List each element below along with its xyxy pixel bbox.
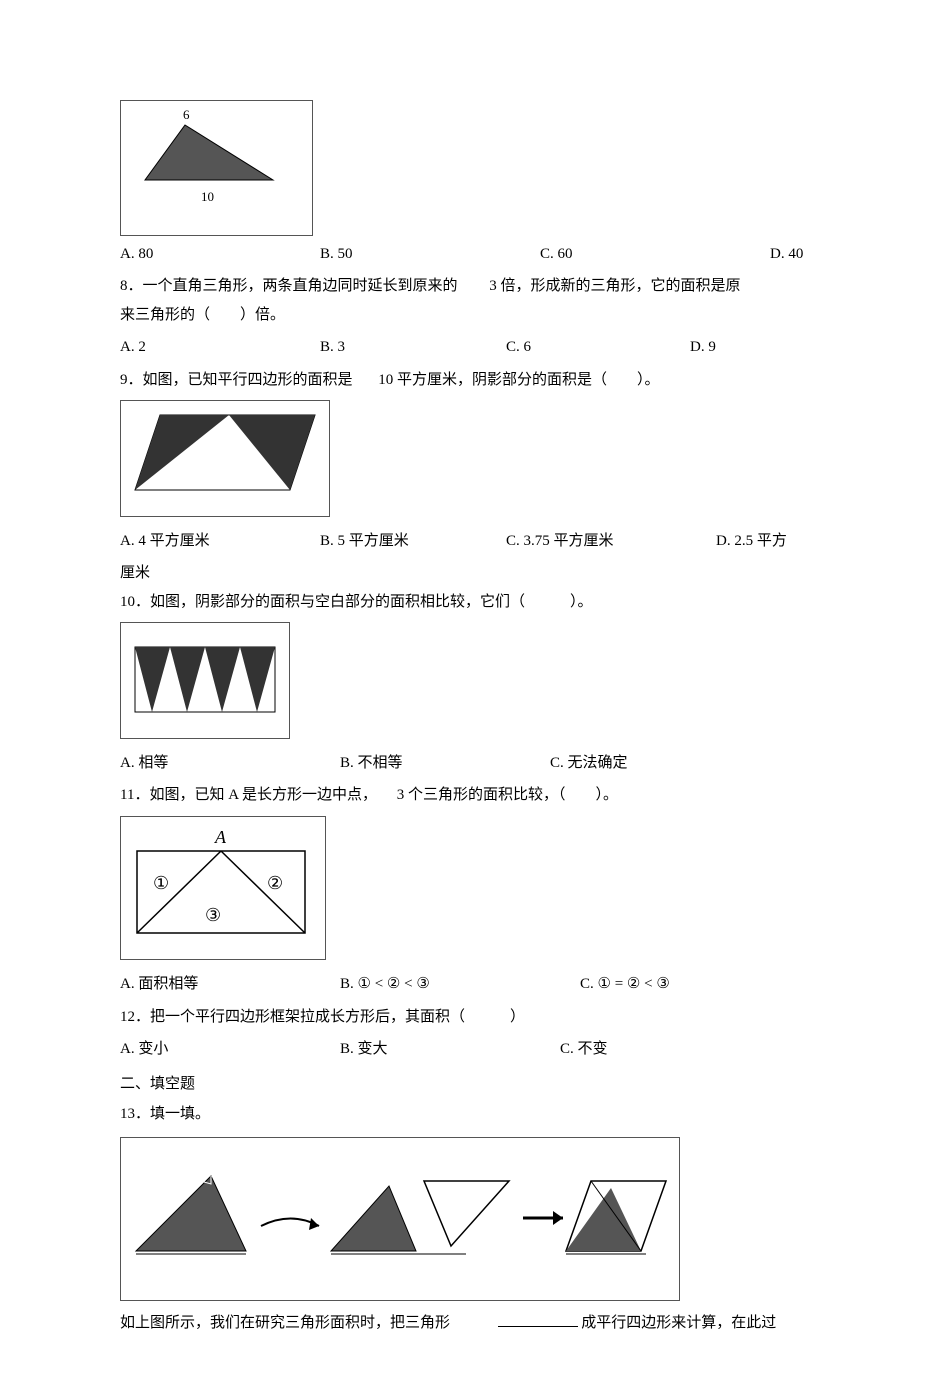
q10-opt-a[interactable]: A. 相等 bbox=[120, 749, 340, 778]
q8-opt-b[interactable]: B. 3 bbox=[320, 333, 506, 362]
q11-label-1: ① bbox=[153, 873, 169, 893]
q9-text: 9．如图，已知平行四边形的面积是 10 平方厘米，阴影部分的面积是（ ）。 bbox=[120, 366, 830, 395]
q8-text: 8．一个直角三角形，两条直角边同时延长到原来的 3 倍，形成新的三角形，它的面积… bbox=[120, 272, 830, 301]
q13-caption-pre: 如上图所示，我们在研究三角形面积时，把三角形 bbox=[120, 1315, 450, 1331]
q8-line2: 来三角形的（ ）倍。 bbox=[120, 301, 830, 330]
q7-triangle bbox=[145, 125, 273, 180]
q7-figure: 6 10 bbox=[120, 100, 313, 236]
q10-options: A. 相等 B. 不相等 C. 无法确定 bbox=[120, 749, 830, 778]
q8-options: A. 2 B. 3 C. 6 D. 9 bbox=[120, 333, 830, 362]
q8-opt-c[interactable]: C. 6 bbox=[506, 333, 690, 362]
q13-figure bbox=[120, 1137, 680, 1302]
q7-opt-d[interactable]: D. 40 bbox=[770, 240, 803, 269]
q10-tri-3 bbox=[205, 647, 240, 712]
q11-opt-a[interactable]: A. 面积相等 bbox=[120, 970, 340, 999]
q10-tri-1 bbox=[135, 647, 170, 712]
q12-opt-c[interactable]: C. 不变 bbox=[560, 1035, 608, 1064]
q10-svg bbox=[125, 627, 285, 723]
q7-opt-b[interactable]: B. 50 bbox=[320, 240, 540, 269]
q8-line1a: 8．一个直角三角形，两条直角边同时延长到原来的 bbox=[120, 278, 458, 294]
q11-svg: A ① ② ③ bbox=[125, 821, 321, 945]
q13-arrow-2-head bbox=[553, 1211, 563, 1225]
q9-options: A. 4 平方厘米 B. 5 平方厘米 C. 3.75 平方厘米 D. 2.5 … bbox=[120, 527, 830, 556]
section-2-title: 二、填空题 bbox=[120, 1070, 830, 1099]
q9-opt-d[interactable]: D. 2.5 平方 bbox=[716, 527, 787, 556]
q9-opt-b[interactable]: B. 5 平方厘米 bbox=[320, 527, 506, 556]
q11-label-2: ② bbox=[267, 873, 283, 893]
q9-text-a: 9．如图，已知平行四边形的面积是 bbox=[120, 372, 353, 388]
q13-blank[interactable] bbox=[498, 1313, 578, 1327]
q12-text: 12．把一个平行四边形框架拉成长方形后，其面积（ ） bbox=[120, 1003, 830, 1032]
q12-opt-b[interactable]: B. 变大 bbox=[340, 1035, 560, 1064]
q13-tri-1 bbox=[136, 1176, 246, 1251]
q13-tri-2b bbox=[424, 1181, 509, 1246]
q9-opt-c[interactable]: C. 3.75 平方厘米 bbox=[506, 527, 716, 556]
q7-svg: 6 10 bbox=[125, 105, 308, 220]
q13-caption-post: 成平行四边形来计算，在此过 bbox=[581, 1315, 776, 1331]
q10-opt-b[interactable]: B. 不相等 bbox=[340, 749, 550, 778]
q11-opt-c[interactable]: C. ① = ② < ③ bbox=[580, 970, 670, 999]
q11-diag-2 bbox=[221, 851, 305, 933]
q9-text-b: 10 平方厘米，阴影部分的面积是（ ）。 bbox=[378, 372, 659, 388]
q13-arrow-1-head bbox=[309, 1218, 319, 1230]
q7-bottom-label: 10 bbox=[201, 189, 214, 204]
q8-opt-d[interactable]: D. 9 bbox=[690, 333, 716, 362]
q8-opt-a[interactable]: A. 2 bbox=[120, 333, 320, 362]
q11-figure: A ① ② ③ bbox=[120, 816, 326, 961]
q11-label-3: ③ bbox=[205, 905, 221, 925]
q9-opt-a[interactable]: A. 4 平方厘米 bbox=[120, 527, 320, 556]
q7-options: A. 80 B. 50 C. 60 D. 40 bbox=[120, 240, 830, 269]
q9-shade-2 bbox=[229, 415, 315, 490]
q12-options: A. 变小 B. 变大 C. 不变 bbox=[120, 1035, 830, 1064]
q10-tri-4 bbox=[240, 647, 275, 712]
q10-text: 10．如图，阴影部分的面积与空白部分的面积相比较，它们（ ）。 bbox=[120, 588, 830, 617]
q8-line1b: 3 倍，形成新的三角形，它的面积是原 bbox=[489, 278, 740, 294]
q11-text: 11．如图，已知 A 是长方形一边中点， 3 个三角形的面积比较，（ ）。 bbox=[120, 781, 830, 810]
q7-top-label: 6 bbox=[183, 107, 190, 122]
q7-opt-a[interactable]: A. 80 bbox=[120, 240, 320, 269]
q13-text: 13．填一填。 bbox=[120, 1100, 830, 1129]
q10-opt-c[interactable]: C. 无法确定 bbox=[550, 749, 628, 778]
q9-options-wrap: 厘米 bbox=[120, 559, 830, 588]
q13-svg bbox=[131, 1146, 669, 1282]
q13-tri-2a bbox=[331, 1186, 416, 1251]
q9-figure bbox=[120, 400, 330, 517]
q10-tri-2 bbox=[170, 647, 205, 712]
q12-opt-a[interactable]: A. 变小 bbox=[120, 1035, 340, 1064]
q7-opt-c[interactable]: C. 60 bbox=[540, 240, 770, 269]
q9-shade-1 bbox=[135, 415, 229, 490]
q13-caption: 如上图所示，我们在研究三角形面积时，把三角形 成平行四边形来计算，在此过 bbox=[120, 1309, 830, 1338]
q11-opt-b[interactable]: B. ① < ② < ③ bbox=[340, 970, 580, 999]
q10-figure bbox=[120, 622, 290, 739]
q11-label-a: A bbox=[214, 827, 227, 847]
q11-text-b: 3 个三角形的面积比较，（ ）。 bbox=[397, 787, 618, 803]
q11-options: A. 面积相等 B. ① < ② < ③ C. ① = ② < ③ bbox=[120, 970, 830, 999]
q11-text-a: 11．如图，已知 A 是长方形一边中点， bbox=[120, 787, 377, 803]
q9-svg bbox=[125, 405, 325, 501]
